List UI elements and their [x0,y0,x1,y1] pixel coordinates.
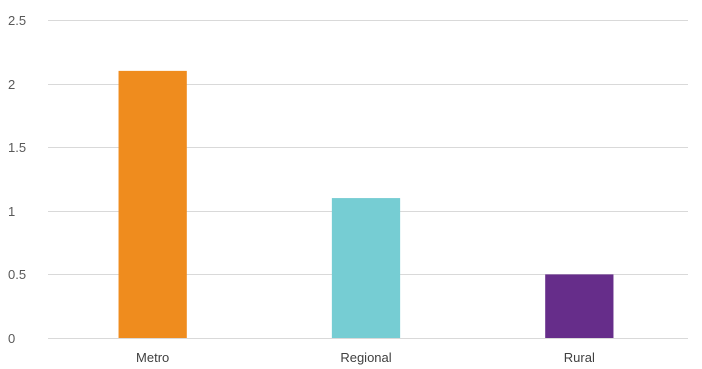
y-tick-label: 1 [8,204,15,219]
y-tick-label: 0.5 [8,267,26,282]
x-axis-category-labels: Metro Regional Rural [136,350,595,365]
x-category-label: Metro [136,350,169,365]
bar-rural [545,274,614,338]
bars [118,70,614,338]
y-tick-label: 0 [8,331,15,346]
y-axis-tick-labels: 0 0.5 1 1.5 2 2.5 [8,13,26,346]
y-tick-label: 1.5 [8,140,26,155]
bar-regional [331,198,401,338]
x-category-label: Regional [340,350,391,365]
bar-metro [118,70,187,338]
y-tick-label: 2 [8,77,15,92]
y-tick-label: 2.5 [8,13,26,28]
x-category-label: Rural [564,350,595,365]
